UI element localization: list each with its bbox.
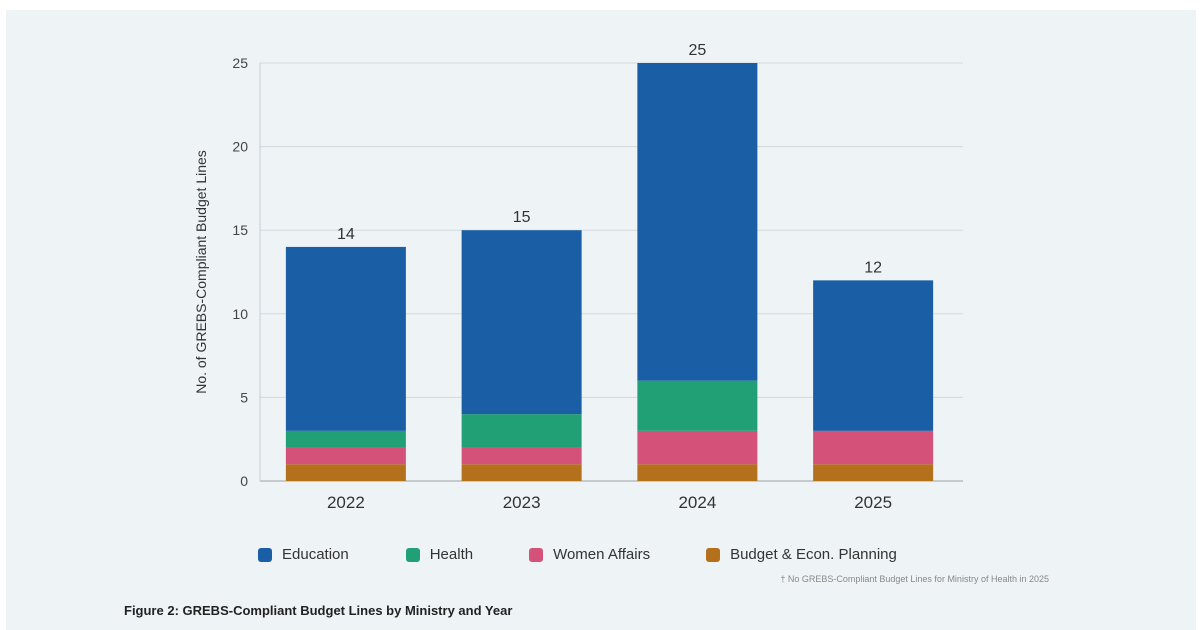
x-tick-label-2024: 2024	[678, 493, 716, 512]
x-tick-label-2022: 2022	[327, 493, 365, 512]
legend-label: Health	[429, 546, 474, 563]
bar-total-label-2023: 15	[513, 209, 531, 226]
legend-item-education: Education	[258, 546, 349, 563]
y-tick-label-0: 0	[240, 473, 248, 489]
y-tick-label-15: 15	[232, 222, 248, 238]
bar-total-label-2022: 14	[337, 226, 355, 243]
bar-2022-budget-econ-planning	[285, 464, 406, 481]
bar-2024-health	[637, 380, 758, 431]
bar-total-label-2025: 12	[864, 259, 882, 276]
bar-2024-education	[637, 63, 758, 381]
bar-2022-education	[285, 246, 406, 431]
bar-2023-women-affairs	[461, 447, 582, 465]
bar-2023-health	[461, 414, 582, 448]
bar-2022-health	[285, 430, 406, 448]
legend-item-budget-econ-planning: Budget & Econ. Planning	[706, 546, 897, 563]
x-tick-label-2025: 2025	[854, 493, 892, 512]
legend-swatch	[405, 547, 420, 562]
figure-caption: Figure 2: GREBS-Compliant Budget Lines b…	[124, 603, 513, 618]
y-axis-label: No. of GREBS-Compliant Budget Lines	[193, 150, 209, 394]
chart-footnote: † No GREBS-Compliant Budget Lines for Mi…	[780, 574, 1049, 584]
bar-2023-education	[461, 230, 582, 415]
y-tick-label-5: 5	[240, 389, 248, 405]
legend-swatch	[258, 547, 272, 562]
legend-swatch	[706, 547, 721, 562]
bar-2025-education	[813, 280, 934, 431]
bar-2022-women-affairs	[285, 447, 406, 465]
y-tick-label-10: 10	[232, 306, 248, 322]
chart-legend: Education Health Women Affairs Budget & Eco…	[258, 546, 953, 563]
bar-2025-budget-econ-planning	[813, 464, 934, 481]
legend-label: Education	[282, 546, 349, 563]
x-tick-label-2023: 2023	[503, 493, 541, 512]
bar-2024-budget-econ-planning	[637, 464, 758, 481]
legend-swatch	[529, 547, 544, 562]
bar-2024-women-affairs	[637, 430, 758, 465]
legend-item-health: Health	[405, 546, 474, 563]
chart-panel	[6, 10, 1196, 630]
legend-item-women-affairs: Women Affairs	[529, 546, 650, 563]
legend-label: Budget & Econ. Planning	[730, 546, 897, 563]
bar-2023-budget-econ-planning	[461, 464, 582, 481]
y-tick-label-20: 20	[232, 139, 248, 155]
bar-2025-women-affairs	[813, 430, 934, 465]
legend-label: Women Affairs	[553, 546, 651, 563]
y-tick-label-25: 25	[232, 55, 248, 71]
bar-total-label-2024: 25	[688, 42, 706, 59]
